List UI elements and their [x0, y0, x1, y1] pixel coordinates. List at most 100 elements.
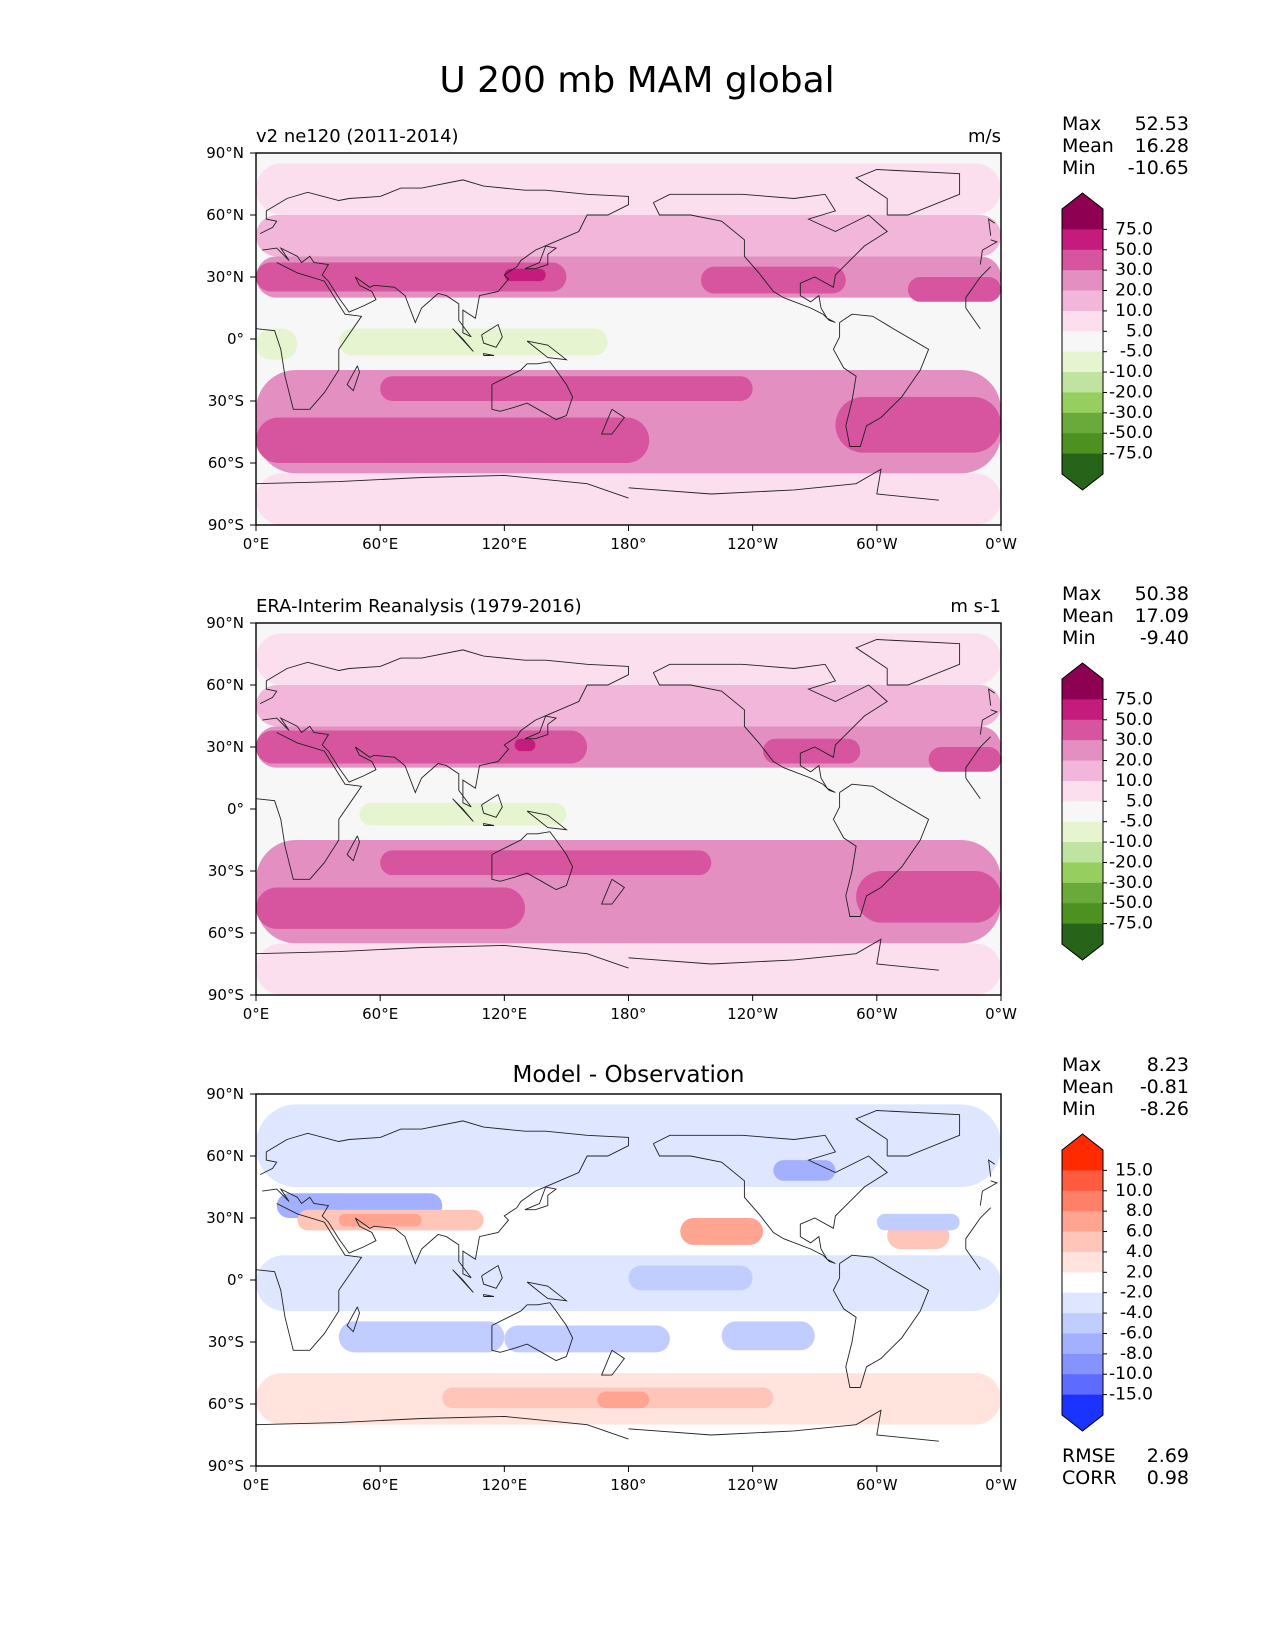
y-tick-label: 90°S — [208, 986, 244, 1004]
coastline — [491, 831, 574, 891]
colorbar-segment — [1062, 719, 1103, 741]
coastline — [256, 732, 992, 880]
coastline — [600, 408, 626, 435]
coastline — [259, 1120, 998, 1279]
x-tick-label: 60°E — [362, 1005, 398, 1023]
x-tick-label: 0°E — [243, 1476, 270, 1494]
y-tick-label: 30°S — [208, 1333, 244, 1351]
coastline — [652, 193, 888, 323]
colorbar-frame — [1061, 662, 1104, 961]
panel-difference: 0°E 60°E 120°E 180° 120°W 60°W 0°W 90°N 60°N 30°N… — [206, 1054, 1189, 1494]
y-tick-label: 60°N — [206, 206, 244, 224]
colorbar-segment — [1062, 699, 1103, 721]
colorbar-extend-max — [1062, 1134, 1103, 1150]
coastline — [832, 783, 930, 917]
coastlines — [256, 169, 998, 501]
field-region — [876, 1213, 960, 1231]
colorbar-label: 50.0 — [1115, 240, 1153, 260]
colorbar-segment — [1062, 801, 1103, 823]
colorbar-segment — [1062, 1353, 1103, 1375]
colorbar-segment — [1062, 1190, 1103, 1212]
field-layer — [256, 633, 1001, 995]
stat-label: Min — [1062, 627, 1096, 649]
y-tick-label: 30°S — [208, 392, 244, 410]
colorbar-label: -30.0 — [1109, 873, 1153, 893]
coastline — [481, 323, 503, 348]
colorbar-label: -8.0 — [1120, 1344, 1153, 1364]
colorbar-segment — [1062, 821, 1103, 843]
colorbar-segment — [1062, 249, 1103, 271]
colorbar-segment — [1062, 842, 1103, 863]
panel-observation: 0°E 60°E 120°E 180° 120°W 60°W 0°W 90°N 60°N 30°N… — [206, 583, 1189, 1023]
y-tick-label: 0° — [227, 800, 244, 818]
colorbar-label: -30.0 — [1109, 403, 1153, 423]
coastline — [256, 262, 992, 410]
colorbar-label: 6.0 — [1126, 1222, 1153, 1242]
colorbar-label: 30.0 — [1115, 260, 1153, 280]
field-region — [380, 850, 712, 876]
colorbar-segment — [1062, 1251, 1103, 1273]
coastline — [832, 1254, 930, 1388]
colorbar-extend-max — [1062, 663, 1103, 679]
coastline — [526, 340, 568, 361]
field-region — [359, 802, 567, 826]
field-region — [504, 1325, 670, 1353]
panel-center-title: Model - Observation — [512, 1062, 744, 1088]
colorbar-segment — [1062, 1374, 1103, 1396]
colorbar-segment — [1062, 923, 1103, 945]
field-region — [680, 1218, 764, 1245]
field-region — [928, 747, 1001, 772]
x-tick-label: 180° — [610, 535, 646, 553]
colorbar-label: 10.0 — [1115, 771, 1153, 791]
colorbar-segment — [1062, 1272, 1103, 1294]
y-tick-label: 90°N — [206, 614, 244, 632]
stat-label: Mean — [1062, 1076, 1114, 1098]
stat-value: 50.38 — [1135, 583, 1189, 605]
field-region — [597, 1391, 650, 1409]
coastlines — [256, 639, 998, 971]
x-tick-label: 120°W — [727, 1476, 778, 1494]
field-region — [256, 163, 1001, 215]
colorbar-frame — [1061, 192, 1104, 491]
field-region — [256, 473, 1001, 525]
stat-value: 17.09 — [1135, 605, 1189, 627]
colorbar-label: 10.0 — [1115, 1181, 1153, 1201]
x-tick-label: 0°W — [985, 1476, 1017, 1494]
stat-value: 2.69 — [1147, 1445, 1189, 1467]
colorbar-segment — [1062, 310, 1103, 332]
stat-label: Max — [1062, 583, 1101, 605]
stat-label: Mean — [1062, 135, 1114, 157]
stat-value: 8.23 — [1147, 1054, 1189, 1076]
coastline — [526, 1281, 568, 1302]
x-tick-label: 0°W — [985, 535, 1017, 553]
field-region — [835, 396, 1001, 453]
colorbar-segment — [1062, 1394, 1103, 1416]
colorbar-segment — [1062, 209, 1103, 230]
field-region — [907, 277, 1001, 302]
colorbar-label: 50.0 — [1115, 710, 1153, 730]
y-tick-label: 60°N — [206, 676, 244, 694]
colorbar-label: 30.0 — [1115, 730, 1153, 750]
field-region — [773, 1160, 836, 1181]
coastline — [481, 793, 503, 818]
coastline — [524, 1186, 558, 1211]
y-tick-label: 0° — [227, 330, 244, 348]
colorbar-label: 15.0 — [1115, 1160, 1153, 1180]
field-region — [256, 685, 1001, 727]
colorbar-label: -5.0 — [1120, 812, 1153, 832]
coastline — [256, 938, 939, 971]
colorbar-label: 8.0 — [1126, 1201, 1153, 1221]
figure-title: U 200 mb MAM global — [439, 60, 834, 101]
x-tick-label: 120°W — [727, 535, 778, 553]
coastline — [491, 361, 574, 421]
x-tick-label: 180° — [610, 1476, 646, 1494]
colorbar-label: -15.0 — [1109, 1385, 1153, 1405]
colorbar-segment — [1062, 1170, 1103, 1192]
y-tick-label: 30°N — [206, 738, 244, 756]
colorbar-segment — [1062, 1292, 1103, 1314]
coastline — [256, 1409, 939, 1442]
y-tick-label: 30°S — [208, 862, 244, 880]
field-region — [504, 268, 546, 282]
field-region — [256, 328, 298, 360]
